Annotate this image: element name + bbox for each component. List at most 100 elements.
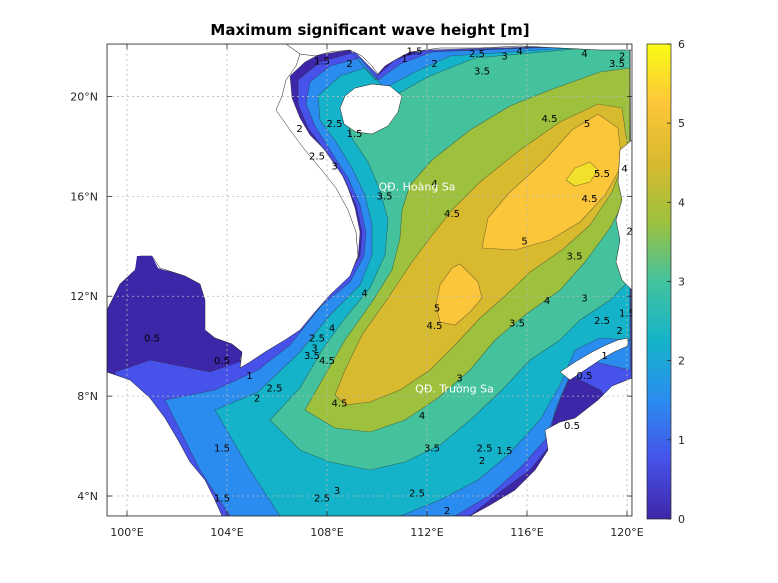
x-tick-label: 116°E xyxy=(510,526,543,539)
colorbar: 0 1 2 3 4 5 6 xyxy=(646,38,685,526)
land-malay-peninsula xyxy=(107,371,223,516)
contour-label: 3 xyxy=(334,486,340,497)
wave-band-7 xyxy=(482,114,622,250)
contour-label: 4 xyxy=(516,46,522,57)
contour-label: 0.5 xyxy=(577,371,593,382)
chart-title: Maximum significant wave height [m] xyxy=(210,21,529,39)
contour-label: 1.5 xyxy=(214,494,230,505)
contour-label: 4 xyxy=(431,179,437,190)
contour-label: 2.5 xyxy=(314,494,330,505)
contour-label: 0.5 xyxy=(214,356,230,367)
contour-label: 4.5 xyxy=(319,356,335,367)
contour-label: 3.5 xyxy=(567,251,583,262)
contour-label: 2 xyxy=(431,59,437,70)
y-axis-ticks: 4°N 8°N 12°N 16°N 20°N xyxy=(70,90,632,503)
contour-label: 5 xyxy=(584,119,590,130)
place-labels: QĐ. Hoàng Sa QĐ. Trường Sa xyxy=(378,180,493,395)
colorbar-tick-label: 1 xyxy=(678,434,685,447)
contour-label: 2 xyxy=(479,456,485,467)
land-south-china xyxy=(285,44,632,75)
contour-label: 2.5 xyxy=(594,316,610,327)
land-luzon xyxy=(615,139,632,291)
x-tick-label: 100°E xyxy=(110,526,143,539)
contour-line xyxy=(481,113,623,251)
contour-label: 5.5 xyxy=(594,169,610,180)
colorbar-tick-label: 0 xyxy=(678,513,685,526)
colorbar-tick-label: 6 xyxy=(678,38,685,51)
contour-label: 2 xyxy=(346,59,352,70)
contour-label: 1.5 xyxy=(214,444,230,455)
x-tick-label: 112°E xyxy=(410,526,443,539)
contour-label: 2 xyxy=(619,51,625,62)
contour-label: 4.5 xyxy=(444,209,460,220)
contour-line xyxy=(164,44,631,516)
contour-label: 2.5 xyxy=(469,49,485,60)
land-palawan xyxy=(559,337,629,381)
contour-line xyxy=(269,44,631,471)
y-tick-label: 16°N xyxy=(70,190,98,203)
contour-label: 2.5 xyxy=(477,444,493,455)
contour-label: 5 xyxy=(434,304,440,315)
contour-label: 4 xyxy=(419,411,425,422)
y-tick-label: 20°N xyxy=(70,90,98,103)
contour-label: 4 xyxy=(581,49,587,60)
contour-label: 3 xyxy=(581,294,587,305)
x-tick-label: 104°E xyxy=(210,526,243,539)
contour-line xyxy=(304,67,631,433)
contour-label: 3 xyxy=(331,161,337,172)
land-masses xyxy=(107,44,632,516)
contour-label: 1 xyxy=(246,371,252,382)
contour-label: 3 xyxy=(456,374,462,385)
contour-label: 0.5 xyxy=(564,421,580,432)
x-tick-label: 120°E xyxy=(610,526,643,539)
colorbar-tick-label: 3 xyxy=(678,276,685,289)
wave-band-9 xyxy=(566,162,598,186)
contour-label: 2.5 xyxy=(267,384,283,395)
contour-label: 2.5 xyxy=(327,119,343,130)
contour-label: 1 xyxy=(601,351,607,362)
contour-label: 4 xyxy=(544,296,550,307)
contour-label: 3.5 xyxy=(609,59,625,70)
y-tick-label: 8°N xyxy=(77,390,98,403)
y-tick-label: 4°N xyxy=(77,490,98,503)
colorbar-tick-label: 2 xyxy=(678,355,685,368)
contour-line xyxy=(565,161,599,187)
contour-label: 1.5 xyxy=(619,309,635,320)
contour-label: 1.5 xyxy=(314,56,330,67)
colorbar-ticks: 0 1 2 3 4 5 6 xyxy=(667,38,685,526)
contour-label: 3.5 xyxy=(377,191,393,202)
contour-label: 4 xyxy=(361,289,367,300)
contour-label: 3.5 xyxy=(509,319,525,330)
land-gulf-interior xyxy=(112,256,240,366)
y-tick-label: 12°N xyxy=(70,290,98,303)
contour-label: 3.5 xyxy=(424,444,440,455)
contour-line xyxy=(214,44,631,516)
contour-label: 2 xyxy=(296,124,302,135)
contour-label: 5 xyxy=(521,236,527,247)
contour-line xyxy=(435,263,483,326)
map-frame xyxy=(106,43,633,517)
contour-label: 2 xyxy=(254,394,260,405)
contour-label: 4 xyxy=(329,324,335,335)
contour-label: 4.5 xyxy=(427,321,443,332)
contour-label: 1.5 xyxy=(347,129,363,140)
land-hainan xyxy=(339,83,403,135)
contour-label: 2.5 xyxy=(309,334,325,345)
contour-label: 4.5 xyxy=(332,399,348,410)
contour-label: 4.5 xyxy=(542,114,558,125)
contour-label: 3.5 xyxy=(474,66,490,77)
contour-label: 1.5 xyxy=(497,446,513,457)
x-tick-label: 108°E xyxy=(310,526,343,539)
land-borneo xyxy=(469,377,632,516)
contour-label: 3.5 xyxy=(304,351,320,362)
contour-label: 3 xyxy=(311,344,317,355)
contour-label: 2 xyxy=(616,326,622,337)
contour-label: 2 xyxy=(626,226,632,237)
contour-label: 2.5 xyxy=(409,489,425,500)
contour-label: 4.5 xyxy=(582,194,598,205)
contour-label: 3 xyxy=(501,51,507,62)
map-area: 0.50.511.51.522.52.533.532.544.544.543.5… xyxy=(107,44,635,516)
contour-label: 0.5 xyxy=(144,334,160,345)
wave-band-8 xyxy=(436,264,482,325)
